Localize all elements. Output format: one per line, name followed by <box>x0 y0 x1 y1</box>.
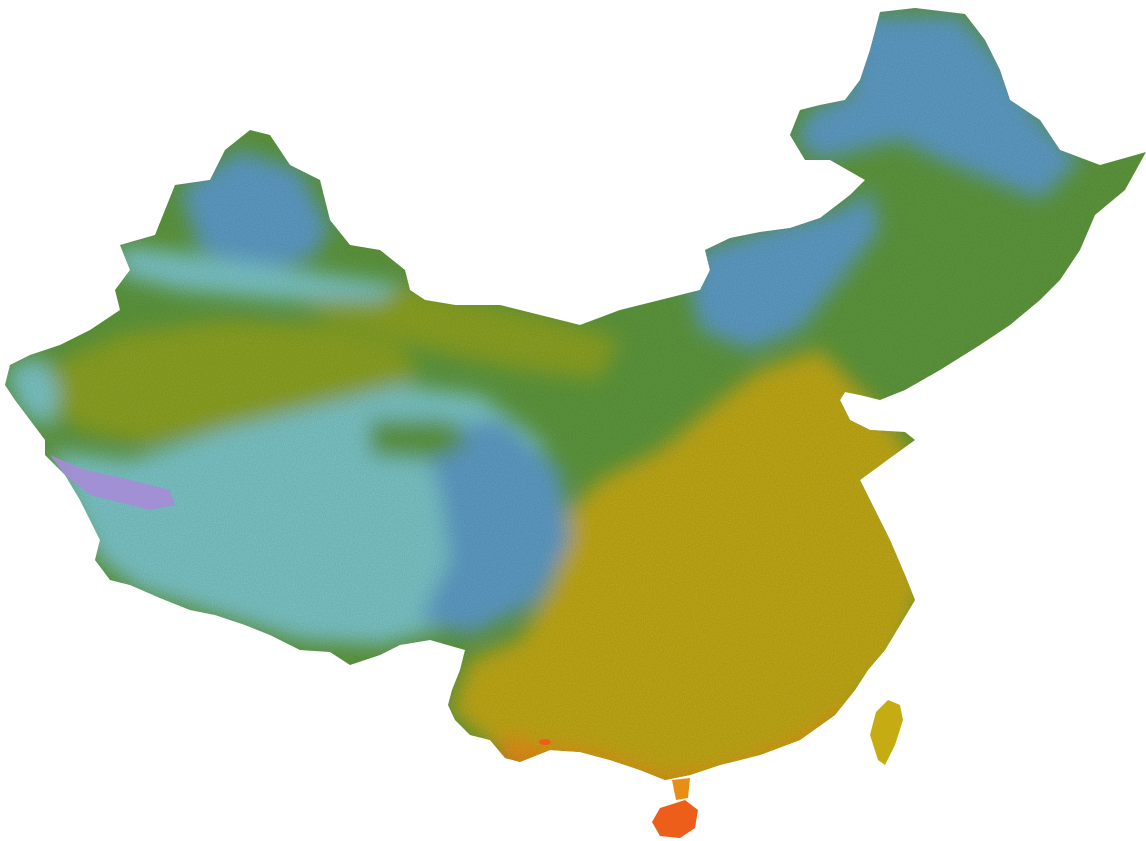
western-tibet-cold-patch <box>50 455 175 510</box>
leizhou-peninsula <box>672 778 690 800</box>
taiwan-island <box>870 700 903 765</box>
hainan-island <box>652 800 698 838</box>
south-border-hot-spot <box>539 739 551 745</box>
